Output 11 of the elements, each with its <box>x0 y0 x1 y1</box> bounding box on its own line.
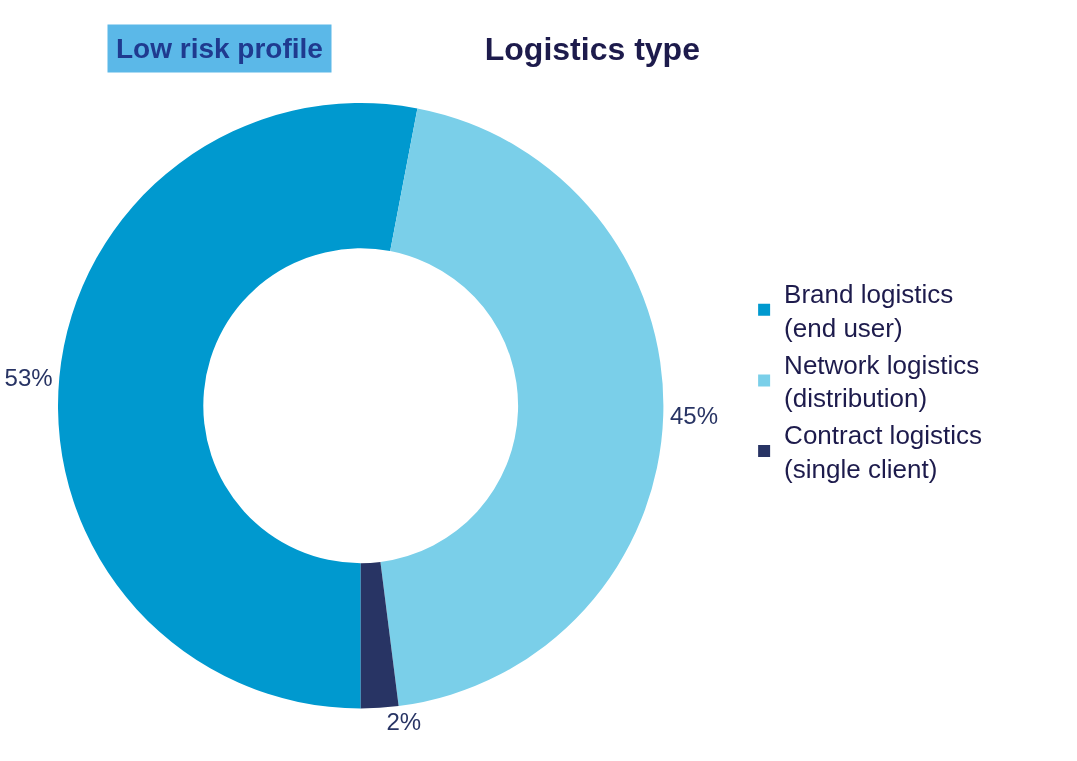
donut-slice <box>380 108 664 707</box>
data-label: 45% <box>670 401 719 429</box>
data-label: 53% <box>4 363 53 391</box>
chart-title: Logistics type <box>484 31 700 68</box>
data-label: 2% <box>386 707 422 735</box>
legend-label: Contract logistics (single client) <box>784 420 983 485</box>
text: Low risk profile <box>116 33 323 64</box>
legend-label: Brand logistics (end user) <box>784 279 954 343</box>
legend-label: Network logistics (distribution) <box>784 349 980 414</box>
donut-slice <box>360 561 399 709</box>
donut-slice <box>58 103 418 709</box>
